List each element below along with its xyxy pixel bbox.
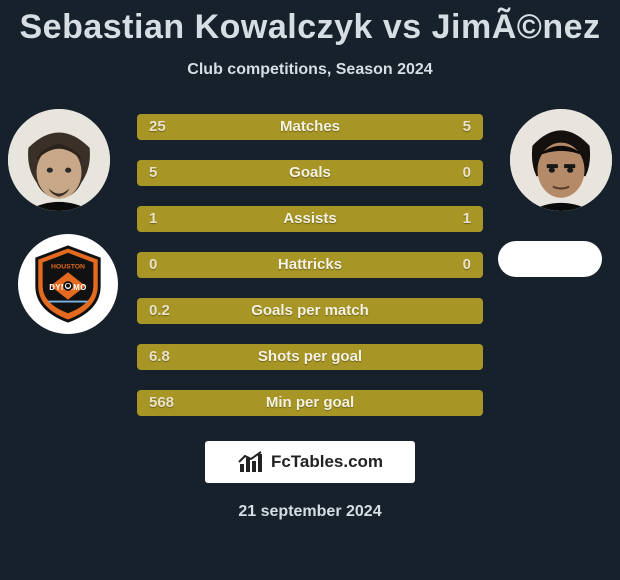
comparison-content: HOUSTON DYNAMO 255Matches 50Goals 11Assist… xyxy=(0,109,620,419)
stat-row: 6.8Shots per goal xyxy=(137,341,483,373)
stat-label: Goals per match xyxy=(137,295,483,327)
avatar-icon xyxy=(510,109,612,211)
avatar-icon xyxy=(8,109,110,211)
subtitle: Club competitions, Season 2024 xyxy=(0,61,620,79)
stat-label: Shots per goal xyxy=(137,341,483,373)
date-label: 21 september 2024 xyxy=(0,503,620,521)
stat-row: 50Goals xyxy=(137,157,483,189)
team-right-badge xyxy=(498,241,602,277)
player-right-avatar xyxy=(510,109,612,211)
stat-row: 568Min per goal xyxy=(137,387,483,419)
footer-brand-card: FcTables.com xyxy=(205,441,415,483)
team-left-badge: HOUSTON DYNAMO xyxy=(18,234,118,334)
stat-label: Matches xyxy=(137,111,483,143)
svg-text:HOUSTON: HOUSTON xyxy=(51,263,85,270)
stat-label: Goals xyxy=(137,157,483,189)
stat-label: Min per goal xyxy=(137,387,483,419)
stat-label: Assists xyxy=(137,203,483,235)
player-left-avatar xyxy=(8,109,110,211)
chart-icon xyxy=(237,450,265,474)
stat-row: 11Assists xyxy=(137,203,483,235)
page-title: Sebastian Kowalczyk vs JimÃ©nez xyxy=(0,0,620,47)
stat-bars: 255Matches 50Goals 11Assists 00Hattricks 0.2… xyxy=(137,109,483,419)
stat-row: 0.2Goals per match xyxy=(137,295,483,327)
stat-row: 255Matches xyxy=(137,111,483,143)
stat-row: 00Hattricks xyxy=(137,249,483,281)
stat-label: Hattricks xyxy=(137,249,483,281)
footer-brand-label: FcTables.com xyxy=(271,452,383,472)
dynamo-logo-icon: HOUSTON DYNAMO xyxy=(29,245,107,323)
